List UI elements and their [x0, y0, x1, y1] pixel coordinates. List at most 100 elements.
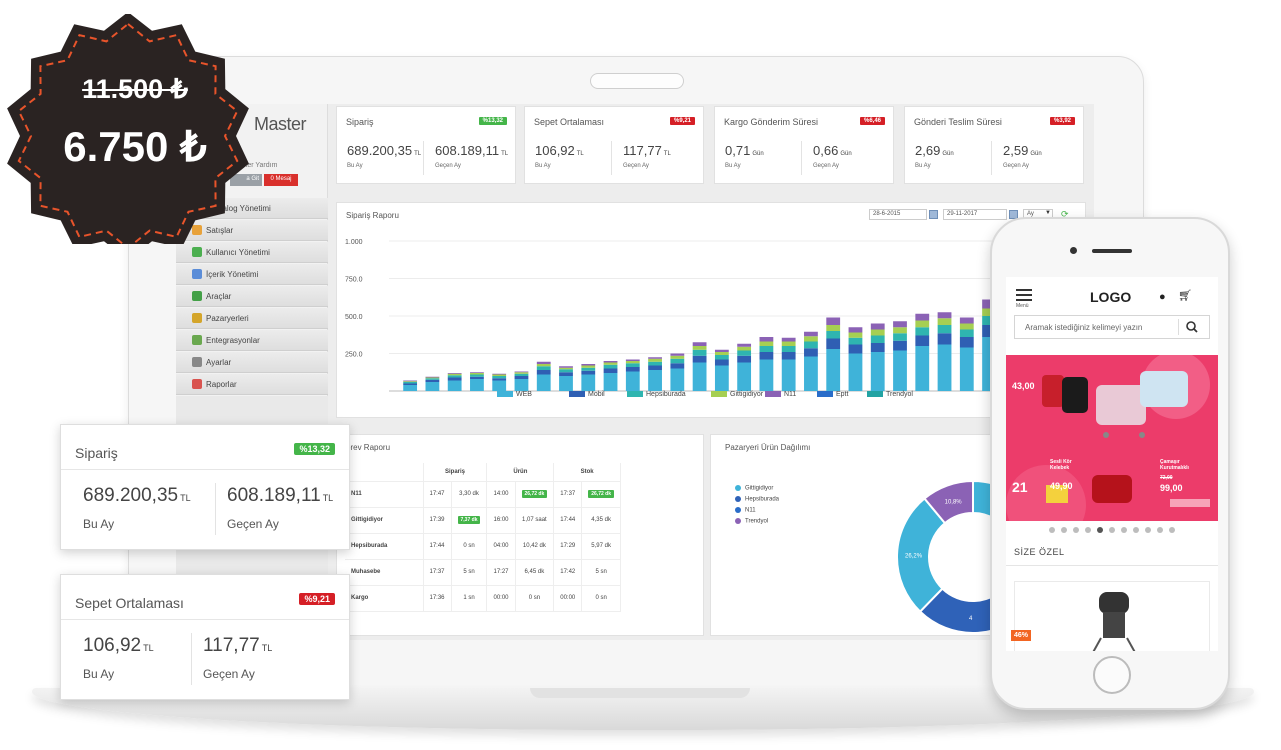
legend-item[interactable]: N11: [765, 391, 796, 398]
donut-slice[interactable]: [923, 479, 974, 525]
home-button[interactable]: [1093, 656, 1131, 694]
cell-value: 0 sn: [528, 595, 541, 601]
bar-segment: [870, 329, 885, 336]
bar-segment: [625, 359, 640, 361]
table-cell: 26,72 dk: [581, 481, 622, 508]
legend-item[interactable]: Mobil: [569, 391, 605, 398]
table-cell: 17:29: [553, 533, 583, 560]
sidebar-item[interactable]: Kullanıcı Yönetimi: [176, 242, 328, 263]
bar-segment: [425, 376, 440, 378]
phone: Menü LOGO ● 🛒︎ Aramak istediğiniz kelime…: [990, 217, 1230, 710]
phone-logo[interactable]: LOGO: [1090, 289, 1132, 305]
brand-logo: Master: [254, 114, 307, 134]
zoom-bu-ay-value: 106,92 TL: [83, 635, 154, 657]
bar-segment: [737, 346, 752, 351]
duration-tag: 7,37 dk: [457, 516, 481, 524]
pie-legend-item[interactable]: Hepsiburada: [735, 496, 779, 503]
sidebar-item[interactable]: Satışlar: [176, 220, 328, 241]
cell-value: 17:29: [560, 543, 576, 549]
legend-label: N11: [784, 391, 797, 398]
product-card[interactable]: 46%: [1011, 581, 1210, 651]
kpi-title: Kargo Gönderim Süresi: [724, 117, 819, 127]
sidebar-item[interactable]: Pazaryerleri: [176, 308, 328, 329]
bar-segment: [648, 365, 662, 370]
bar-segment: [536, 361, 551, 364]
carousel-dots[interactable]: [1006, 527, 1218, 533]
table-row: Kargo 17:36 1 sn 00:00 0 sn 00:00 0 sn: [345, 585, 622, 612]
carousel-dot[interactable]: [1073, 527, 1079, 533]
bar-segment: [737, 362, 752, 391]
table-cell: 3,30 dk: [451, 481, 488, 508]
carousel-dot[interactable]: [1145, 527, 1151, 533]
legend-swatch: [711, 391, 727, 398]
table-header-cell: Ürün: [486, 463, 555, 482]
promo-banner[interactable]: 43,00 Sesli Kör Kelebek 49,90 Çamaşır Ku…: [1006, 351, 1218, 545]
cart-icon[interactable]: 🛒︎: [1178, 290, 1192, 302]
pie-legend-item[interactable]: Trendyol: [735, 518, 768, 525]
help-link[interactable]: aster Yardım: [238, 162, 278, 169]
sidebar-item-label: / Katalog Yönetimi: [206, 204, 271, 213]
bar-segment: [848, 327, 863, 333]
bar-segment: [893, 321, 907, 328]
legend-item[interactable]: WEB: [497, 391, 532, 398]
calendar-icon[interactable]: [929, 210, 938, 219]
bar-segment: [915, 346, 930, 391]
carousel-dot[interactable]: [1097, 527, 1103, 533]
kpi-divider: [801, 141, 802, 175]
kpi-divider: [991, 141, 992, 175]
sidebar-item[interactable]: Araçlar: [176, 286, 328, 307]
go-site-button[interactable]: a Git: [230, 174, 262, 186]
carousel-dot[interactable]: [1121, 527, 1127, 533]
bar-segment: [804, 331, 818, 337]
kpi-bu-ay-value: 106,92 TL: [535, 143, 584, 158]
legend-item[interactable]: Eptt: [817, 391, 848, 398]
sidebar-item[interactable]: Entegrasyonlar: [176, 330, 328, 351]
bar-segment: [848, 332, 863, 338]
legend-item[interactable]: Gittigidiyor: [711, 391, 763, 398]
table-cell: 17:37: [423, 559, 452, 586]
kpi-gecen-ay-label: Geçen Ay: [435, 163, 461, 169]
bar-segment: [848, 353, 863, 391]
table-cell: 00:00: [486, 585, 516, 612]
carousel-dot[interactable]: [1133, 527, 1139, 533]
pie-legend-item[interactable]: Gittigidiyor: [735, 485, 773, 492]
carousel-dot[interactable]: [1109, 527, 1115, 533]
table-header-cell: Sipariş: [423, 463, 488, 482]
cell-value: 17:27: [493, 569, 509, 575]
carousel-dot[interactable]: [1169, 527, 1175, 533]
user-icon[interactable]: ●: [1159, 291, 1166, 303]
bar-segment: [714, 359, 729, 366]
carousel-dot[interactable]: [1061, 527, 1067, 533]
refresh-icon[interactable]: ⟳: [1061, 209, 1069, 219]
messages-button[interactable]: 0 Mesaj: [264, 174, 298, 186]
date-from-input[interactable]: 28-6-2015: [869, 209, 927, 220]
cell-value: 3,30 dk: [459, 491, 479, 497]
zoom-card-divider: [61, 469, 349, 470]
table-header-cell: Stok: [553, 463, 622, 482]
pie-legend-dot: [735, 507, 741, 513]
legend-item[interactable]: Trendyol: [867, 391, 913, 398]
sidebar-item[interactable]: Raporlar: [176, 374, 328, 395]
bar-segment: [893, 350, 907, 391]
bar-segment: [959, 323, 974, 330]
carousel-dot[interactable]: [1085, 527, 1091, 533]
search-icon[interactable]: [1186, 320, 1198, 333]
bar-segment: [648, 358, 662, 362]
bar-segment: [781, 337, 796, 342]
bar-segment: [737, 343, 752, 347]
table-cell: 17:44: [423, 533, 452, 560]
sidebar-item[interactable]: İçerik Yönetimi: [176, 264, 328, 285]
carousel-dot[interactable]: [1157, 527, 1163, 533]
legend-item[interactable]: Hepsiburada: [627, 391, 686, 398]
phone-search-input[interactable]: Aramak istediğiniz kelimeyi yazın: [1014, 315, 1210, 339]
banner-text-1: Sesli Kör Kelebek: [1050, 459, 1072, 471]
pie-legend-item[interactable]: N11: [735, 507, 756, 514]
hamburger-menu-icon[interactable]: [1016, 289, 1032, 301]
sidebar-item[interactable]: Ayarlar: [176, 352, 328, 373]
cell-value: 17:39: [429, 517, 445, 523]
kpi-divider: [423, 141, 424, 175]
kpi-bu-ay-number: 689.200,35: [347, 143, 413, 158]
table-cell: 17:36: [423, 585, 452, 612]
carousel-dot[interactable]: [1049, 527, 1055, 533]
date-to-input[interactable]: 29-11-2017: [943, 209, 1007, 220]
